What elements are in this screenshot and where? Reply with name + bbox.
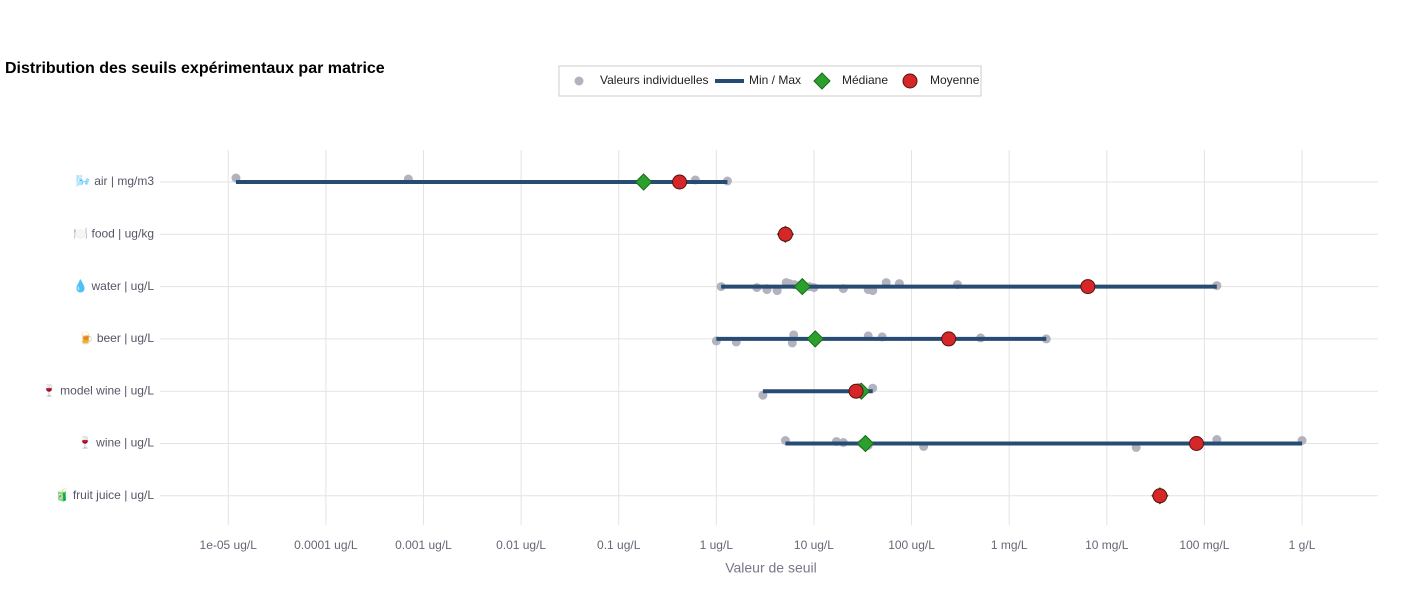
- mean: [777, 226, 793, 242]
- x-tick-label: 0.0001 ug/L: [294, 538, 358, 552]
- y-tick-label: 🍺 beer | ug/L: [79, 330, 155, 345]
- legend-label: Valeurs individuelles: [600, 73, 709, 87]
- x-tick-label: 1 g/L: [1289, 538, 1316, 552]
- mean: [1080, 279, 1096, 295]
- x-tick-label: 0.01 ug/L: [496, 538, 546, 552]
- mean: [941, 331, 957, 347]
- mean: [1152, 488, 1168, 504]
- chart-title: Distribution des seuils expérimentaux pa…: [5, 60, 385, 77]
- legend-label: Moyenne: [930, 73, 980, 87]
- x-axis-label: Valeur de seuil: [725, 560, 817, 576]
- y-tick-label: 🍷 wine | ug/L: [78, 436, 154, 450]
- legend-swatch: [813, 72, 831, 90]
- x-tick-label: 10 mg/L: [1085, 538, 1129, 552]
- x-tick-label: 1 ug/L: [700, 538, 734, 552]
- y-tick-label: 🍷 model wine | ug/L: [42, 383, 154, 397]
- median: [856, 434, 875, 453]
- median: [806, 330, 824, 348]
- x-tick-label: 10 ug/L: [794, 538, 834, 552]
- mean: [1189, 436, 1205, 451]
- median: [793, 277, 812, 296]
- x-tick-label: 100 ug/L: [888, 538, 935, 552]
- x-tick-label: 0.001 ug/L: [395, 538, 452, 552]
- mean: [848, 383, 864, 399]
- y-tick-label: 🌬️ air | mg/m3: [76, 174, 154, 188]
- legend-label: Min / Max: [749, 73, 801, 87]
- y-tick-label: 🍽️ food | ug/kg: [73, 226, 154, 240]
- y-tick-label: 🧃 fruit juice | ug/L: [55, 488, 155, 502]
- x-tick-label: 0.1 ug/L: [597, 538, 641, 552]
- mean: [672, 174, 688, 190]
- legend-swatch: [902, 73, 918, 89]
- legend-label: Médiane: [842, 73, 888, 87]
- x-tick-label: 100 mg/L: [1179, 538, 1229, 552]
- x-tick-label: 1e-05 ug/L: [200, 538, 258, 552]
- x-tick-label: 1 mg/L: [991, 538, 1028, 552]
- legend-swatch: [574, 76, 584, 86]
- median: [634, 173, 653, 191]
- y-tick-label: 💧 water | ug/L: [73, 279, 154, 293]
